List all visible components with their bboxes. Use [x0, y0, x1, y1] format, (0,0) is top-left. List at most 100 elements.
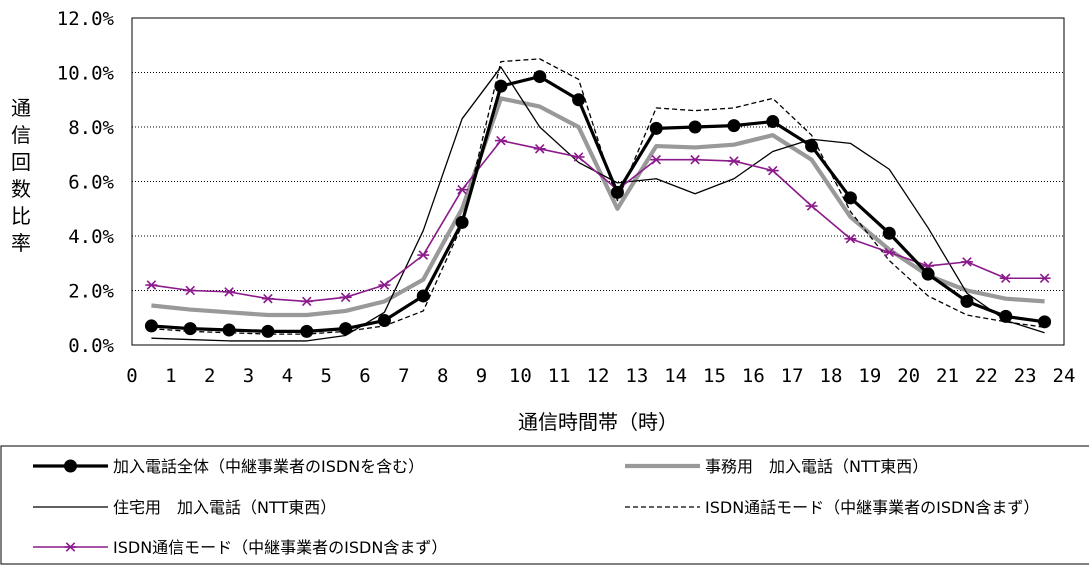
series-layer [144, 58, 1052, 342]
data-point [960, 257, 973, 267]
x-tick-label: 0 [126, 365, 137, 387]
series-line [151, 139, 1045, 303]
y-tick-label: 0.0% [68, 335, 114, 357]
data-point [1038, 273, 1051, 284]
data-point [649, 121, 663, 135]
data-point [261, 324, 275, 338]
data-point [805, 201, 818, 211]
data-point [222, 323, 236, 337]
data-point [456, 184, 469, 195]
data-point [572, 93, 586, 107]
data-point [766, 165, 779, 176]
series-line [151, 96, 1045, 318]
data-point [883, 247, 896, 258]
data-point [689, 154, 702, 165]
x-tick-label: 21 [936, 365, 959, 387]
x-tick-label: 18 [820, 365, 843, 387]
x-tick-label: 20 [897, 365, 920, 387]
data-point [300, 324, 314, 338]
legend-label: 住宅用 加入電話（NTT東西） [113, 498, 336, 517]
x-tick-label: 15 [703, 365, 726, 387]
data-point [727, 119, 741, 133]
x-tick-label: 17 [781, 365, 804, 387]
data-point [144, 319, 158, 333]
data-point [145, 280, 158, 290]
data-point [416, 289, 430, 303]
legend-label: 加入電話全体（中継事業者のISDNを含む） [113, 457, 424, 476]
x-axis-title: 通信時間帯（時） [518, 410, 678, 434]
data-point [766, 115, 780, 129]
y-tick-label: 12.0% [57, 8, 115, 30]
data-point [960, 294, 974, 308]
data-point [455, 215, 469, 229]
data-point [805, 139, 819, 153]
data-point [261, 293, 274, 304]
x-tick-label: 23 [1014, 365, 1037, 387]
x-tick-label: 1 [165, 365, 176, 387]
x-axis: 0 1 2 3 4 5 6 7 8 9 10 11 12 13 14 15 16 17 18 19 20 21 22 23 24 [126, 365, 1075, 387]
legend-label: ISDN通信モード（中継事業者のISDN含まず） [113, 538, 447, 557]
legend-item-1: 加入電話全体（中継事業者のISDNを含む） [33, 457, 424, 476]
y-tick-label: 8.0% [68, 117, 114, 139]
x-tick-label: 6 [359, 365, 370, 387]
series-2 [151, 96, 1045, 318]
series-line [151, 74, 1045, 333]
data-point [999, 309, 1013, 323]
y-tick-label: 2.0% [68, 281, 114, 303]
legend-item-5: ISDN通信モード（中継事業者のISDN含まず） [33, 538, 447, 557]
data-point [650, 154, 663, 165]
data-point [727, 156, 740, 166]
data-point [610, 185, 624, 199]
x-tick-label: 16 [742, 365, 765, 387]
y-axis: 0.0% 2.0% 4.0% 6.0% 8.0% 10.0% 12.0% [57, 8, 115, 357]
data-point [688, 120, 702, 134]
data-point [223, 287, 236, 297]
plot-area [131, 17, 1065, 346]
data-point [844, 233, 857, 244]
x-tick-label: 8 [437, 365, 448, 387]
data-point [339, 322, 353, 336]
data-point [339, 292, 352, 303]
x-tick-label: 24 [1053, 365, 1076, 387]
x-tick-label: 11 [548, 365, 571, 387]
data-point [533, 70, 547, 84]
x-tick-label: 2 [204, 365, 215, 387]
x-tick-label: 12 [587, 365, 610, 387]
data-point [377, 313, 391, 327]
x-tick-label: 22 [975, 365, 998, 387]
y-tick-label: 6.0% [68, 172, 114, 194]
data-point [882, 226, 896, 240]
legend: 加入電話全体（中継事業者のISDNを含む） 事務用 加入電話（NTT東西） 住宅用 … [0, 445, 1089, 565]
y-tick-label: 10.0% [57, 63, 115, 85]
x-tick-label: 5 [320, 365, 331, 387]
data-point [494, 135, 507, 146]
legend-item-2: 事務用 加入電話（NTT東西） [625, 457, 928, 476]
legend-item-4: ISDN通話モード（中継事業者のISDN含まず） [625, 498, 1039, 517]
legend-label: ISDN通話モード（中継事業者のISDN含まず） [705, 498, 1039, 517]
series-5 [145, 135, 1051, 307]
data-point [921, 267, 935, 281]
y-tick-label: 4.0% [68, 226, 114, 248]
data-point [1038, 315, 1052, 329]
data-point [533, 144, 546, 154]
legend-item-3: 住宅用 加入電話（NTT東西） [33, 498, 336, 517]
x-tick-label: 9 [476, 365, 487, 387]
grid-lines [132, 72, 1064, 291]
data-point [300, 296, 313, 307]
x-tick-label: 14 [664, 365, 687, 387]
data-point [494, 79, 508, 93]
data-point [417, 250, 430, 260]
legend-box [0, 445, 1089, 565]
series-line [151, 58, 1045, 335]
data-point [843, 191, 857, 205]
x-tick-label: 13 [625, 365, 648, 387]
legend-label: 事務用 加入電話（NTT東西） [705, 457, 928, 476]
x-tick-label: 7 [398, 365, 409, 387]
series-4 [151, 58, 1045, 335]
legend-marker [64, 542, 77, 552]
data-point [378, 280, 391, 290]
series-1 [144, 70, 1052, 338]
x-tick-label: 4 [282, 365, 293, 387]
data-point [999, 273, 1012, 284]
